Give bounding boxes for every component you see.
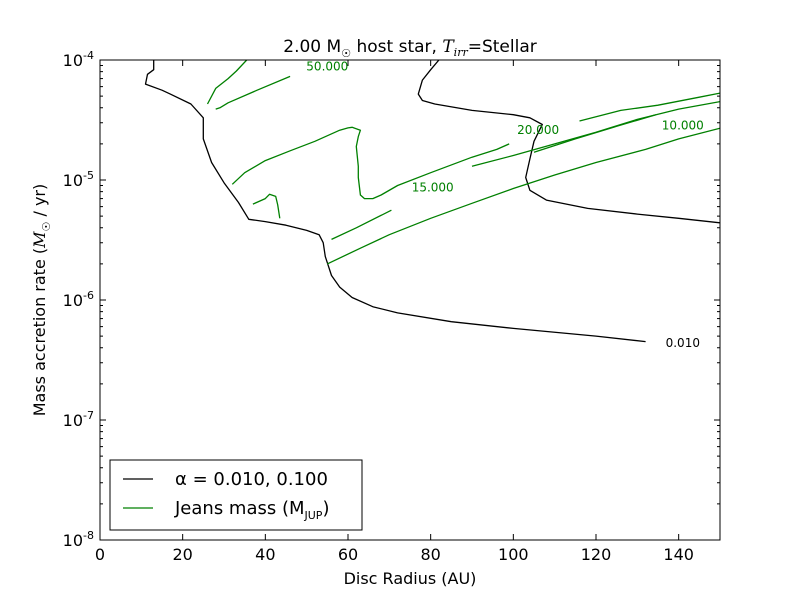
x-tick-label: 40 [255, 545, 275, 564]
ylabel-m-symbol: M [30, 231, 49, 249]
alpha-contour-line-1 [417, 60, 720, 224]
x-tick-label: 0 [95, 545, 105, 564]
y-axis-ticks: 10-8 10-7 10-6 10-5 10-4 [63, 49, 720, 550]
ylabel-sun-symbol: ☉ [40, 222, 53, 232]
contour-label-2: 20.000 [517, 123, 559, 137]
jeans-contour-line-6 [331, 209, 392, 240]
legend-jeans-main: Jeans mass (M [174, 498, 305, 519]
chart-title: 2.00 M☉ host star, Tirr=Stellar [283, 37, 536, 60]
contour-label-3: 10.000 [662, 118, 704, 132]
title-middle: host star, [351, 37, 442, 57]
legend-jeans-subscript: JUP [304, 509, 323, 522]
y-tick-label: 10-5 [63, 169, 94, 190]
x-tick-label: 80 [420, 545, 440, 564]
x-tick-label: 20 [172, 545, 192, 564]
jeans-contour-line-2 [206, 60, 248, 105]
title-t-symbol: T [442, 37, 455, 57]
title-t-subscript: irr [454, 46, 469, 59]
contour-label-1: 50.000 [306, 60, 348, 74]
y-tick-label: 10-7 [63, 409, 94, 430]
y-axis-label: Mass accretion rate (M☉ / yr) [30, 184, 53, 417]
legend-jeans-label: Jeans mass (MJUP) [174, 498, 329, 522]
x-tick-label: 140 [663, 545, 694, 564]
legend-alpha-label: α = 0.010, 0.100 [175, 469, 328, 490]
jeans-contour-line-3 [215, 75, 291, 110]
legend-box [109, 459, 363, 531]
x-tick-label: 120 [581, 545, 612, 564]
jeans-contour-line-4 [231, 126, 510, 200]
jeans-contour-line-8 [327, 127, 720, 265]
title-end: =Stellar [468, 37, 537, 57]
ylabel-main: Mass accretion rate ( [30, 248, 49, 416]
series-layer [144, 60, 720, 343]
ylabel-end: / yr) [30, 184, 49, 222]
jeans-contour-line-10 [579, 92, 720, 122]
jeans-contour-line-9 [533, 114, 657, 153]
y-tick-label: 10-4 [63, 49, 94, 70]
jeans-contour-line-5 [252, 193, 281, 219]
contour-label-layer: 0.010 50.000 20.000 10.000 15.000 [306, 60, 704, 350]
contour-label-4: 15.000 [412, 180, 454, 194]
x-axis-label: Disc Radius (AU) [344, 569, 477, 588]
legend: α = 0.010, 0.100 Jeans mass (MJUP) [109, 459, 363, 531]
alpha-contour-line-0 [144, 60, 646, 343]
y-tick-label: 10-6 [63, 289, 94, 310]
legend-jeans-suffix: ) [322, 498, 329, 519]
x-axis-ticks: 0 20 40 60 80 100 120 140 [95, 60, 694, 564]
x-tick-label: 100 [498, 545, 529, 564]
x-tick-label: 60 [338, 545, 358, 564]
title-sun-symbol: ☉ [341, 47, 351, 60]
y-tick-label: 10-8 [63, 529, 94, 550]
contour-label-0: 0.010 [666, 336, 700, 350]
title-main: 2.00 M [283, 37, 341, 57]
